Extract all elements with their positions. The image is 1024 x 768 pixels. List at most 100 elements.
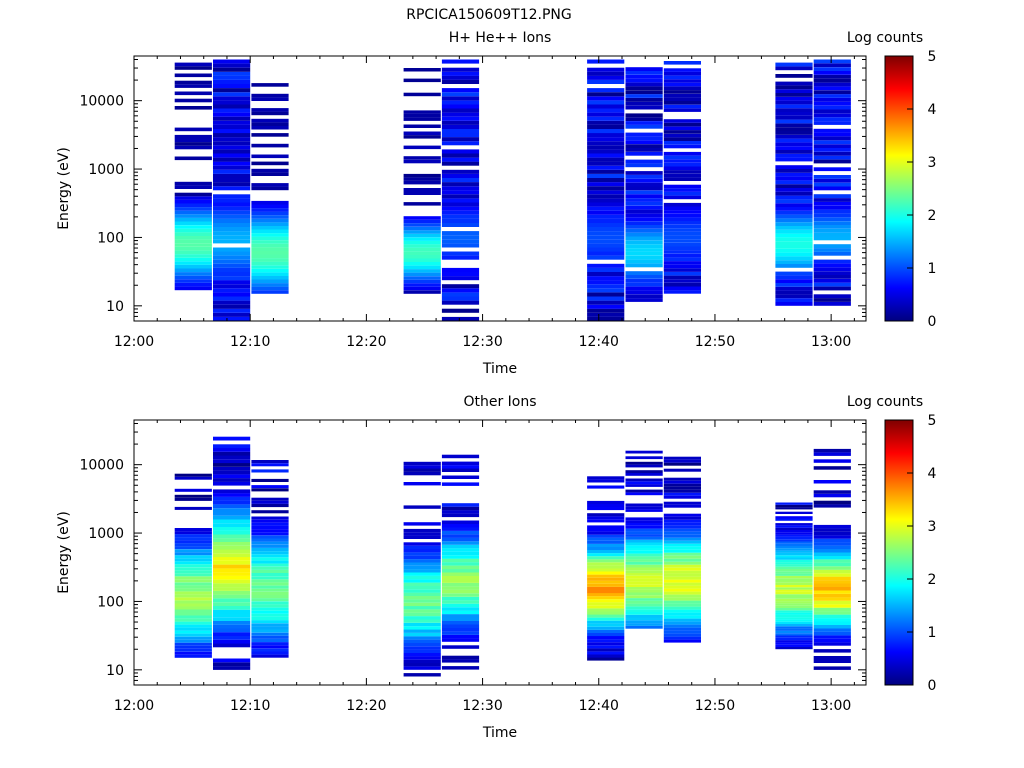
spectrogram-bin bbox=[174, 283, 212, 287]
spectrogram-bin bbox=[625, 86, 663, 91]
spectrogram-bin bbox=[441, 71, 480, 76]
spectrogram-bin bbox=[775, 169, 813, 173]
spectrogram-bin bbox=[587, 580, 625, 584]
spectrogram-bin bbox=[441, 468, 480, 472]
spectrogram-bin bbox=[403, 272, 441, 277]
spectrogram-bin bbox=[441, 157, 480, 162]
spectrogram-bin bbox=[251, 183, 289, 187]
spectrogram-bin bbox=[213, 292, 251, 297]
spectrogram-bin bbox=[625, 612, 663, 615]
spectrogram-bin bbox=[587, 543, 625, 547]
spectrogram-bin bbox=[625, 606, 663, 610]
spectrogram-bin bbox=[663, 86, 701, 91]
spectrogram-bin bbox=[625, 625, 663, 629]
spectrogram-bin bbox=[625, 113, 663, 118]
spectrogram-bin bbox=[213, 92, 251, 97]
colorbar-tick-label: 4 bbox=[928, 102, 937, 118]
spectrogram-bin bbox=[775, 294, 813, 299]
spectrogram-bin bbox=[213, 112, 251, 117]
spectrogram-bin bbox=[213, 636, 251, 640]
spectrogram-bin bbox=[625, 67, 663, 71]
spectrogram-bin bbox=[625, 117, 663, 121]
spectrogram-bin bbox=[587, 190, 625, 195]
spectrogram-bin bbox=[625, 240, 663, 245]
spectrogram-bin bbox=[625, 587, 663, 590]
spectrogram-bin bbox=[775, 100, 813, 105]
spectrogram-bin bbox=[174, 192, 212, 197]
spectrogram-bin bbox=[587, 562, 625, 566]
spectrogram-bin bbox=[625, 194, 663, 198]
spectrogram-bin bbox=[251, 639, 289, 643]
spectrogram-bin bbox=[813, 194, 851, 198]
spectrogram-bin bbox=[441, 589, 480, 594]
spectrogram-bin bbox=[174, 264, 212, 269]
y-tick-label: 100 bbox=[97, 594, 124, 610]
spectrogram-bin bbox=[587, 546, 625, 550]
spectrogram-bin bbox=[775, 585, 813, 588]
spectrogram-bin bbox=[403, 113, 441, 118]
spectrogram-bin bbox=[174, 257, 212, 262]
spectrogram-bin bbox=[213, 643, 251, 648]
spectrogram-bin bbox=[441, 537, 480, 542]
spectrogram-bin bbox=[587, 651, 625, 655]
spectrogram-bin bbox=[775, 518, 813, 521]
spectrogram-bin bbox=[625, 603, 663, 607]
spectrogram-bin bbox=[441, 129, 480, 134]
colorbar-tick-label: 3 bbox=[928, 155, 937, 171]
x-tick-label: 12:10 bbox=[230, 334, 270, 350]
spectrogram-bin bbox=[587, 540, 625, 544]
spectrogram-bin bbox=[403, 219, 441, 224]
spectrogram-bin bbox=[441, 296, 480, 301]
spectrogram-bin bbox=[625, 517, 663, 521]
spectrogram-bin bbox=[663, 173, 701, 178]
spectrogram-bin bbox=[813, 113, 851, 118]
spectrogram-bin bbox=[775, 127, 813, 131]
spectrogram-bin bbox=[813, 82, 851, 87]
spectrogram-bin bbox=[251, 111, 289, 116]
spectrogram-bin bbox=[625, 136, 663, 141]
spectrogram-bin bbox=[663, 603, 701, 607]
spectrogram-bin bbox=[587, 149, 625, 154]
spectrogram-bin bbox=[174, 579, 212, 583]
spectrogram-bin bbox=[174, 552, 212, 556]
spectrogram-bin bbox=[775, 646, 813, 650]
spectrogram-bin bbox=[213, 568, 251, 573]
spectrogram-bin bbox=[587, 593, 625, 597]
spectrogram-bin bbox=[775, 271, 813, 276]
spectrogram-bin bbox=[441, 603, 480, 608]
spectrogram-bin bbox=[403, 639, 441, 643]
spectrogram-bin bbox=[625, 101, 663, 106]
spectrogram-bin bbox=[251, 604, 289, 608]
spectrogram-bin bbox=[174, 639, 212, 643]
spectrogram-bin bbox=[663, 492, 701, 496]
spectrogram-bin bbox=[625, 198, 663, 202]
spectrogram-bin bbox=[213, 255, 251, 260]
spectrogram-bin bbox=[403, 609, 441, 613]
spectrogram-bin bbox=[625, 201, 663, 206]
spectrogram-bin bbox=[625, 578, 663, 582]
spectrogram-bin bbox=[625, 481, 663, 485]
spectrogram-bin bbox=[625, 121, 663, 125]
spectrogram-bin bbox=[441, 116, 480, 121]
x-tick-label: 13:00 bbox=[811, 698, 851, 714]
spectrogram-bin bbox=[587, 116, 625, 121]
colorbar-label: Log counts bbox=[847, 30, 923, 46]
spectrogram-bin bbox=[213, 466, 251, 471]
spectrogram-bin bbox=[441, 284, 480, 289]
spectrogram-bin bbox=[775, 502, 813, 505]
spectrogram-bin bbox=[775, 580, 813, 583]
spectrogram-bin bbox=[813, 607, 851, 612]
spectrogram-bin bbox=[403, 626, 441, 630]
spectrogram-bin bbox=[813, 175, 851, 179]
spectrogram-bin bbox=[775, 252, 813, 257]
spectrogram-bin bbox=[663, 82, 701, 87]
spectrogram-bin bbox=[174, 476, 212, 480]
spectrogram-bin bbox=[441, 569, 480, 573]
spectrogram-bin bbox=[813, 659, 851, 663]
spectrogram-bin bbox=[213, 169, 251, 174]
spectrogram-bin bbox=[587, 608, 625, 612]
x-axis-label: Time bbox=[482, 361, 517, 377]
spectrogram-bin bbox=[213, 288, 251, 293]
spectrogram-bin bbox=[663, 195, 701, 200]
